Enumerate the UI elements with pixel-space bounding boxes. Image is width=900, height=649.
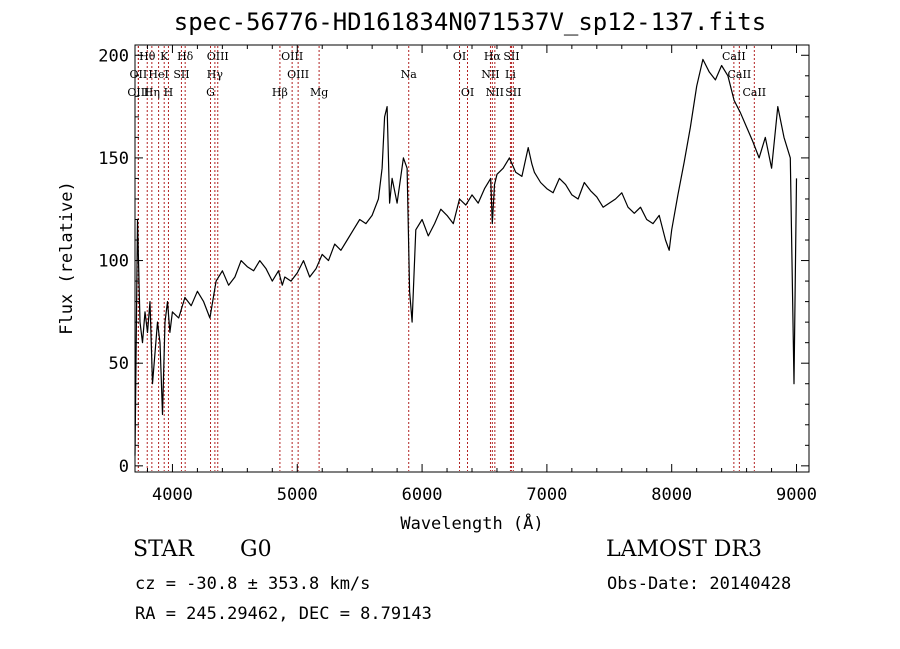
marker-label-3: OIII [207, 50, 229, 63]
x-tick-label-5: 9000 [776, 485, 817, 505]
marker-label-0: Hθ [139, 50, 156, 63]
marker-label-26: SII [505, 86, 521, 99]
marker-label-8: CaII [722, 50, 746, 63]
marker-label-1: K [160, 50, 169, 63]
marker-label-15: NII [481, 68, 499, 81]
marker-label-22: Hβ [272, 86, 288, 99]
x-tick-label-2: 6000 [402, 485, 443, 505]
object-subclass: G0 [240, 537, 272, 562]
y-tick-label-0: 0 [119, 457, 129, 477]
marker-label-24: OI [461, 86, 474, 99]
coordinates: RA = 245.29462, DEC = 8.79143 [135, 604, 432, 624]
x-tick-label-4: 8000 [651, 485, 692, 505]
marker-label-23: Mg [310, 86, 328, 99]
marker-label-4: OIII [281, 50, 303, 63]
y-tick-label-1: 50 [109, 354, 129, 374]
marker-label-7: SII [503, 50, 519, 63]
marker-label-25: NII [486, 86, 504, 99]
x-tick-label-3: 7000 [526, 485, 567, 505]
x-tick-label-1: 5000 [277, 485, 318, 505]
chart-title: spec-56776-HD161834N071537V_sp12-137.fit… [173, 8, 767, 36]
spectrum-series-line [134, 58, 798, 456]
marker-label-6: Hα [484, 50, 502, 63]
marker-label-21: G [206, 86, 215, 99]
marker-label-16: Li [505, 68, 516, 81]
object-class: STAR [133, 537, 194, 562]
marker-label-5: OI [453, 50, 466, 63]
marker-label-19: Hη [144, 86, 160, 99]
observation-date: Obs-Date: 20140428 [607, 574, 792, 594]
marker-label-18: OIII [127, 86, 149, 99]
y-axis-label: Flux (relative) [57, 181, 77, 335]
y-tick-label-3: 150 [98, 149, 129, 169]
line-markers [137, 46, 755, 471]
plot-frame [134, 44, 810, 473]
marker-label-10: HeI [148, 68, 168, 81]
marker-label-13: OIII [287, 68, 309, 81]
marker-label-12: Hγ [207, 68, 224, 81]
survey-name: LAMOST DR3 [606, 537, 762, 562]
marker-label-27: CaII [742, 86, 766, 99]
y-axis-ticks: 0 50 100 150 200 [98, 46, 809, 477]
redshift-velocity: cz = -30.8 ± 353.8 km/s [135, 574, 371, 594]
marker-label-14: Na [401, 68, 418, 81]
marker-label-20: H [164, 86, 174, 99]
y-tick-label-4: 200 [98, 46, 129, 66]
x-tick-label-0: 4000 [152, 485, 193, 505]
marker-label-17: CaII [728, 68, 752, 81]
x-axis-label: Wavelength (Å) [400, 512, 543, 534]
marker-label-11: SII [173, 68, 189, 81]
x-axis-ticks: 4000 5000 6000 7000 8000 9000 [146, 45, 817, 505]
marker-label-9: OII [130, 68, 148, 81]
y-tick-label-2: 100 [98, 252, 129, 272]
marker-label-2: Hδ [177, 50, 194, 63]
